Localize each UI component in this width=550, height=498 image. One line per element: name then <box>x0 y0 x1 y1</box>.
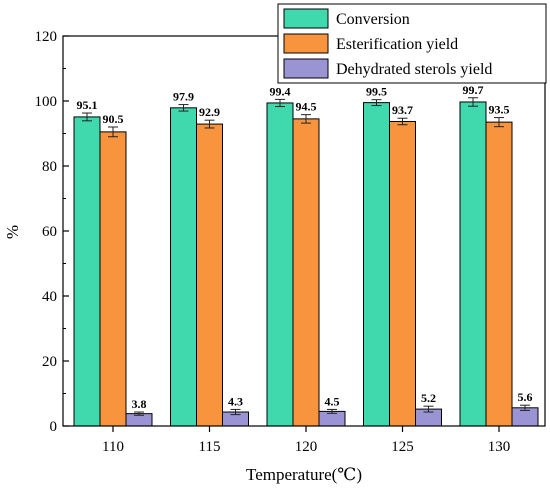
error-bar-1-1 <box>204 119 215 129</box>
chart-marks: 95.1 97.9 99.4 99.5 99.7 90.5 92.9 94.5 93.7 93.5… <box>73 83 539 427</box>
data-label-2-3: 5.2 <box>421 391 436 405</box>
bar-conversion-115 <box>170 107 197 427</box>
y-tick-label-80: 80 <box>42 159 57 175</box>
legend-label-2: Dehydrated sterols yield <box>336 61 492 78</box>
data-label-0-1: 97.9 <box>173 90 194 104</box>
bar-esterification-yield-125 <box>389 120 416 427</box>
bar-conversion-130 <box>459 101 487 427</box>
y-tick-label-60: 60 <box>42 224 57 240</box>
y-tick-label-0: 0 <box>50 419 58 435</box>
error-bar-0-2 <box>275 98 285 108</box>
error-bar-0-3 <box>371 99 382 107</box>
error-bar-2-2 <box>327 408 337 414</box>
error-bar-2-1 <box>230 408 241 416</box>
legend-label-1: Esterification yield <box>336 36 458 53</box>
data-label-1-4: 93.5 <box>489 103 510 117</box>
bar-esterification-yield-120 <box>292 118 320 427</box>
data-label-2-4: 5.6 <box>518 390 533 404</box>
bar-esterification-yield-130 <box>485 121 513 427</box>
x-tick-label-120: 120 <box>295 439 318 455</box>
data-label-0-0: 95.1 <box>77 98 98 112</box>
data-label-1-3: 93.7 <box>392 103 413 117</box>
bar-conversion-110 <box>73 116 101 427</box>
x-tick-label-115: 115 <box>199 439 221 455</box>
legend-swatch-0 <box>283 8 329 29</box>
x-tick-label-130: 130 <box>488 439 511 455</box>
error-bar-2-4 <box>520 404 530 411</box>
x-tick-label-110: 110 <box>102 439 124 455</box>
error-bar-1-0 <box>108 126 118 138</box>
data-label-1-2: 94.5 <box>296 100 317 114</box>
axes: 0 20 40 60 80 100 120 110 115 120 125 130 <box>35 29 511 455</box>
x-axis-title: Temperature(℃) <box>246 465 362 484</box>
data-label-1-1: 92.9 <box>199 105 220 119</box>
bar-esterification-yield-110 <box>99 131 127 427</box>
data-label-2-2: 4.5 <box>325 394 340 408</box>
legend: Conversion Esterification yield Dehydrated… <box>277 3 547 84</box>
legend-swatch-1 <box>283 33 329 54</box>
y-axis-title: % <box>3 225 22 239</box>
data-label-0-4: 99.7 <box>463 83 484 97</box>
data-label-0-2: 99.4 <box>270 84 291 98</box>
y-tick-label-20: 20 <box>42 354 57 370</box>
error-bar-0-0 <box>82 112 92 122</box>
legend-swatch-2 <box>283 58 329 79</box>
error-bar-1-3 <box>397 117 408 126</box>
error-bar-1-2 <box>301 114 311 124</box>
error-bar-2-0 <box>134 411 144 416</box>
error-bar-0-1 <box>178 104 189 112</box>
x-tick-label-125: 125 <box>391 439 414 455</box>
y-tick-label-120: 120 <box>35 29 58 45</box>
data-label-2-0: 3.8 <box>132 397 147 411</box>
y-tick-label-100: 100 <box>35 94 58 110</box>
bar-esterification-yield-115 <box>196 123 223 427</box>
bar-conversion-120 <box>266 102 294 427</box>
y-tick-label-40: 40 <box>42 289 57 305</box>
legend-label-0: Conversion <box>336 11 410 28</box>
error-bar-2-3 <box>423 405 434 413</box>
bar-conversion-125 <box>363 102 390 427</box>
error-bar-0-4 <box>468 97 478 107</box>
data-label-2-1: 4.3 <box>228 394 243 408</box>
data-label-0-3: 99.5 <box>366 85 387 99</box>
data-label-1-0: 90.5 <box>103 112 124 126</box>
error-bar-1-4 <box>494 117 504 128</box>
